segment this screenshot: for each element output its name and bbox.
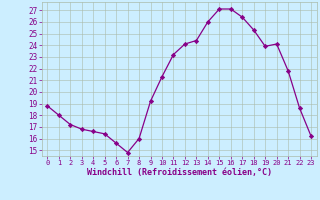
X-axis label: Windchill (Refroidissement éolien,°C): Windchill (Refroidissement éolien,°C): [87, 168, 272, 177]
